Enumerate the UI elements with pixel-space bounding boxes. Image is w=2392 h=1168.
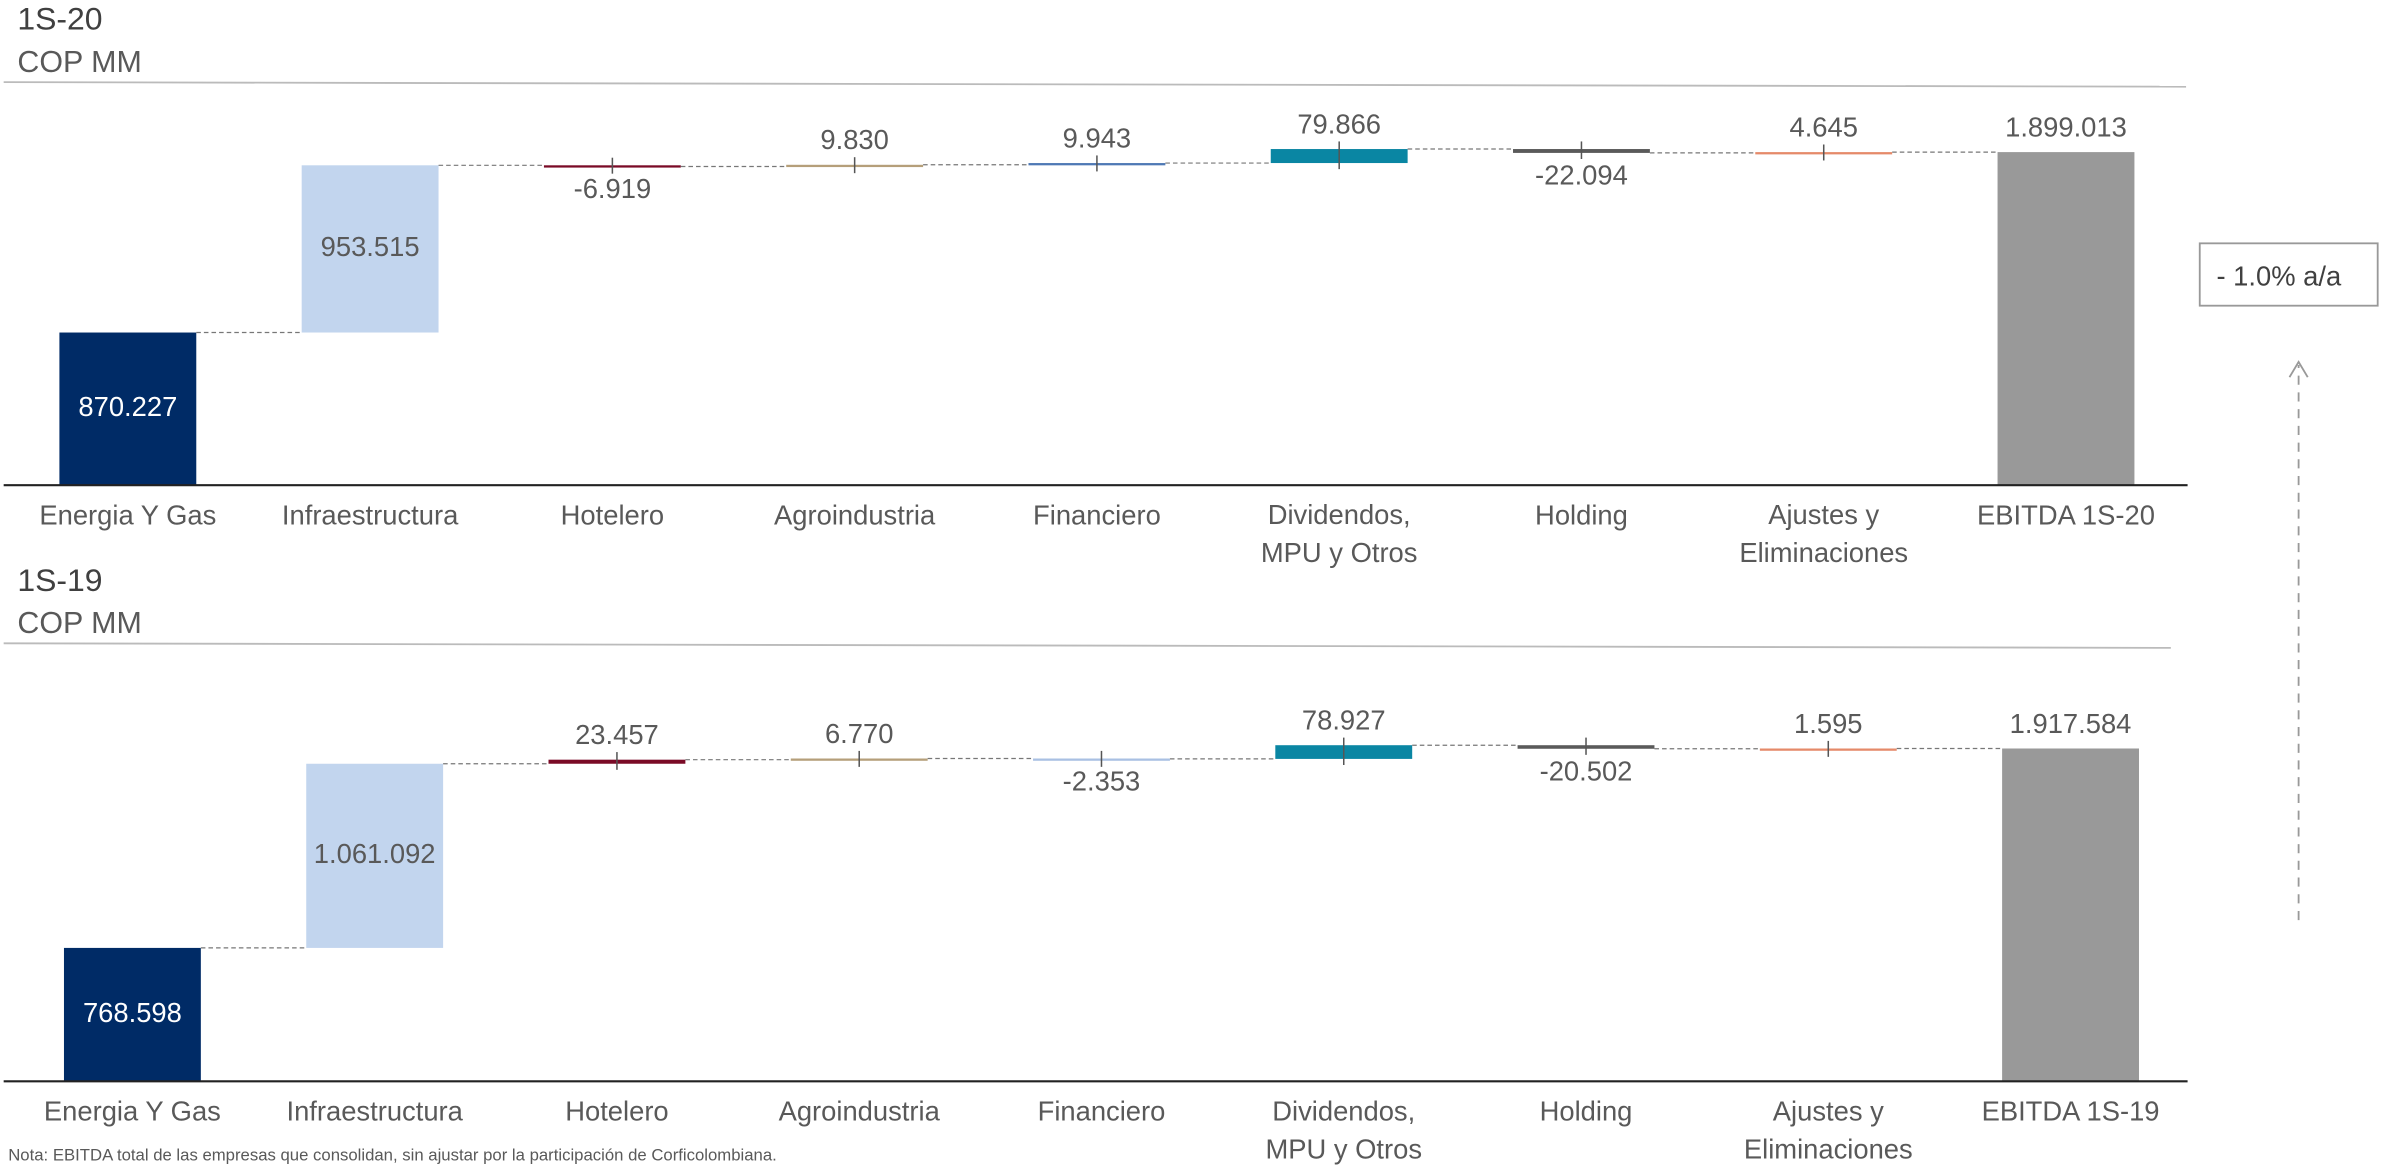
x-tick-label: Hotelero xyxy=(561,499,664,530)
annotation: - 1.0% a/a xyxy=(2216,261,2341,292)
bar xyxy=(301,165,439,333)
value-label: 78.927 xyxy=(1302,705,1386,736)
note: Nota: EBITDA total de las empresas que c… xyxy=(8,1145,777,1164)
value-label: 768.598 xyxy=(83,997,182,1028)
chart-subtitle: COP MM xyxy=(17,606,141,640)
value-label: 1.595 xyxy=(1794,708,1862,739)
bar xyxy=(2002,748,2139,1082)
x-tick-label: Infraestructura xyxy=(286,1095,463,1126)
bar xyxy=(59,332,197,486)
value-label: -6.919 xyxy=(574,173,652,204)
x-tick-label: Agroindustria xyxy=(779,1095,941,1126)
value-label: 953.515 xyxy=(321,231,420,262)
x-tick-label: Ajustes y Eliminaciones xyxy=(1744,1095,1913,1164)
chart-title: 1S-19 xyxy=(17,562,102,598)
x-tick-label: Energia Y Gas xyxy=(39,499,216,530)
x-tick-label: Agroindustria xyxy=(774,499,936,530)
arrow-head xyxy=(2288,360,2309,378)
bar xyxy=(306,763,444,948)
value-label: -20.502 xyxy=(1540,755,1633,786)
separator xyxy=(3,81,2187,88)
x-tick-label: Infraestructura xyxy=(282,499,459,530)
value-label: 1.917.584 xyxy=(2010,708,2132,739)
x-tick-label: Financiero xyxy=(1033,499,1161,530)
annotation-box xyxy=(2198,242,2379,307)
x-tick-label: Holding xyxy=(1540,1095,1633,1126)
value-label: 4.645 xyxy=(1789,112,1857,143)
x-tick-label: Ajustes y Eliminaciones xyxy=(1739,499,1908,568)
bar xyxy=(1997,152,2135,486)
value-label: 9.943 xyxy=(1063,122,1131,153)
bar xyxy=(63,947,201,1082)
x-tick-label: Holding xyxy=(1535,499,1628,530)
chart-title: 1S-20 xyxy=(17,1,102,37)
value-label: 9.830 xyxy=(820,124,888,155)
x-tick-label: Dividendos, MPU y Otros xyxy=(1261,499,1418,568)
x-tick-label: Energia Y Gas xyxy=(44,1095,221,1126)
value-label: -2.353 xyxy=(1063,765,1141,796)
value-label: -22.094 xyxy=(1535,159,1628,190)
x-tick-label: Hotelero xyxy=(565,1095,668,1126)
value-label: 1.061.092 xyxy=(314,838,436,869)
value-label: 870.227 xyxy=(78,391,177,422)
x-tick-label: EBITDA 1S-20 xyxy=(1977,499,2155,530)
value-label: 79.866 xyxy=(1297,108,1381,139)
separator xyxy=(3,642,2171,649)
value-label: 6.770 xyxy=(825,718,893,749)
x-tick-label: Financiero xyxy=(1038,1095,1166,1126)
x-tick-label: EBITDA 1S-19 xyxy=(1982,1095,2160,1126)
value-label: 1.899.013 xyxy=(2005,112,2127,143)
x-tick-label: Dividendos, MPU y Otros xyxy=(1265,1095,1422,1164)
chart-subtitle: COP MM xyxy=(17,45,141,79)
value-label: 23.457 xyxy=(575,719,659,750)
